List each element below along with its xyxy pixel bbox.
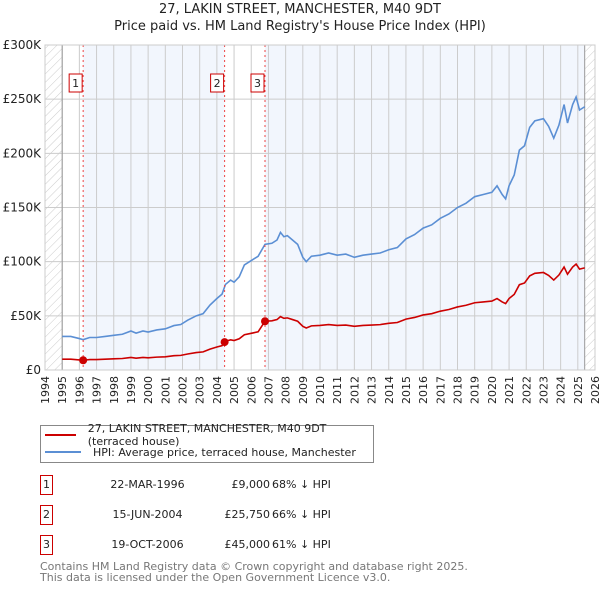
x-tick-label: 2011 — [331, 376, 344, 404]
sale-label-box — [68, 73, 83, 93]
chart-title: 27, LAKIN STREET, MANCHESTER, M40 9DT — [158, 2, 442, 17]
sale-point — [79, 356, 88, 365]
sale-label: 3 — [254, 77, 261, 90]
sale-date: 19-OCT-2006 — [111, 538, 184, 551]
x-tick-label: 2006 — [245, 376, 258, 404]
sale-hpi-diff: 61% ↓ HPI — [272, 538, 331, 551]
legend-label: 27, LAKIN STREET, MANCHESTER, M40 9DT (t… — [87, 422, 327, 448]
sale-label-box — [210, 73, 225, 93]
sale-marker-box: 3 — [40, 535, 53, 555]
sale-point — [261, 317, 269, 326]
legend-swatch-blue — [45, 451, 81, 453]
sale-date: 15-JUN-2004 — [112, 508, 183, 521]
y-tick-label: £300K — [3, 38, 43, 52]
chart-subtitle: Price paid vs. HM Land Registry's House … — [114, 19, 486, 34]
sale-price: £9,000 — [231, 478, 271, 491]
x-tick-label: 1995 — [56, 376, 69, 404]
y-tick-label: £200K — [3, 146, 43, 160]
x-tick-label: 2021 — [503, 376, 516, 404]
y-tick-label: £0 — [26, 363, 41, 377]
x-tick-label: 2014 — [383, 376, 396, 404]
x-tick-label: 2002 — [177, 376, 190, 404]
footer-licence: This data is licensed under the Open Gov… — [40, 571, 391, 584]
x-tick-label: 2007 — [262, 376, 275, 404]
x-tick-label: 2026 — [589, 376, 600, 404]
hpi-line — [62, 94, 586, 341]
legend-item-hpi: HPI: Average price, terraced house, Manc… — [45, 444, 356, 460]
sale-point — [220, 338, 229, 347]
sale-hpi-diff: 68% ↓ HPI — [272, 478, 331, 491]
x-tick-label: 1996 — [73, 376, 86, 404]
legend-label: HPI: Average price, terraced house, Manc… — [93, 445, 356, 459]
sale-row: 1 22-MAR-1996 £9,000 68% ↓ HPI — [40, 475, 440, 495]
x-tick-label: 2022 — [520, 376, 533, 404]
sale-hpi-diff: 66% ↓ HPI — [272, 508, 331, 521]
x-tick-label: 2012 — [348, 376, 361, 404]
sale-marker-box: 2 — [40, 505, 53, 525]
x-tick-label: 2008 — [280, 376, 293, 404]
x-tick-label: 2001 — [159, 376, 172, 404]
sale-row: 2 15-JUN-2004 £25,750 66% ↓ HPI — [40, 505, 440, 525]
x-tick-label: 1999 — [125, 376, 138, 404]
x-tick-label: 2010 — [314, 376, 327, 404]
sale-label: 1 — [72, 77, 79, 90]
x-tick-label: 2025 — [572, 376, 585, 404]
x-tick-label: 2005 — [228, 376, 241, 404]
x-tick-label: 2024 — [555, 376, 568, 404]
x-tick-label: 2023 — [537, 376, 550, 404]
sale-price: £45,000 — [224, 538, 271, 551]
property-price-line — [62, 262, 585, 362]
x-tick-label: 1997 — [91, 376, 104, 404]
x-tick-label: 2013 — [366, 376, 379, 404]
x-tick-label: 2017 — [434, 376, 447, 404]
x-tick-label: 2009 — [297, 376, 310, 404]
plot-border — [44, 44, 596, 371]
y-tick-label: £50K — [10, 309, 42, 323]
y-tick-label: £150K — [3, 201, 43, 215]
price-chart: 1994 1995 1996 1997 1998 1999 2000 2001 2002 2003… — [3, 38, 600, 404]
x-tick-label: 1998 — [108, 376, 121, 404]
legend-item-property: 27, LAKIN STREET, MANCHESTER, M40 9DT (t… — [45, 422, 373, 448]
x-tick-label: 2016 — [417, 376, 430, 404]
legend-swatch-red — [45, 434, 76, 436]
x-tick-label: 2020 — [486, 376, 499, 404]
sale-row: 3 19-OCT-2006 £45,000 61% ↓ HPI — [40, 535, 440, 555]
sale-price: £25,750 — [224, 508, 271, 521]
y-tick-label: £100K — [3, 255, 43, 269]
footer-copyright: Contains HM Land Registry data © Crown c… — [40, 560, 468, 573]
x-tick-label: 2019 — [469, 376, 482, 404]
chart-legend: 27, LAKIN STREET, MANCHESTER, M40 9DT (t… — [40, 422, 374, 463]
x-tick-label: 2018 — [452, 376, 465, 404]
x-tick-label: 1994 — [39, 376, 52, 404]
x-tick-label: 2003 — [194, 376, 207, 404]
sale-label-box — [250, 73, 265, 93]
sale-label: 2 — [214, 77, 221, 90]
sale-marker-box: 1 — [40, 475, 53, 495]
x-tick-label: 2004 — [211, 376, 224, 404]
sale-date: 22-MAR-1996 — [110, 478, 185, 491]
y-tick-label: £250K — [3, 92, 43, 106]
x-tick-label: 2015 — [400, 376, 413, 404]
x-tick-label: 2000 — [142, 376, 155, 404]
